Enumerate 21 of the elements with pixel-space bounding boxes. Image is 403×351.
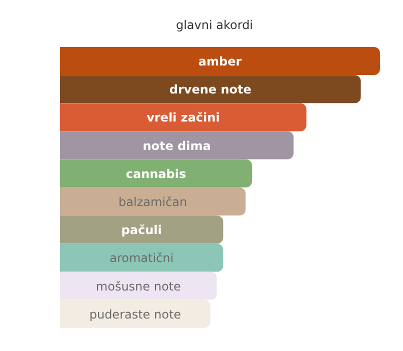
bar	[60, 103, 306, 132]
bar	[60, 159, 252, 188]
y-tick-label: balzamičan	[118, 195, 188, 209]
y-tick-label: mošusne note	[96, 279, 181, 294]
y-tick-label: amber	[198, 54, 242, 68]
bar	[60, 272, 217, 300]
bar	[60, 188, 246, 216]
y-tick-label: drvene note	[169, 82, 252, 97]
y-tick-label: vreli začini	[146, 110, 220, 125]
bar	[60, 216, 224, 244]
bar	[60, 47, 380, 75]
y-tick-label: aromatični	[110, 251, 174, 266]
bar	[60, 300, 210, 328]
y-tick-label: cannabis	[126, 166, 186, 181]
bar	[60, 75, 361, 104]
y-tick-label: puderaste note	[89, 307, 182, 322]
y-tick-label: note dima	[142, 138, 211, 153]
y-tick-label: pačuli	[121, 223, 162, 238]
bar	[60, 131, 294, 160]
chart-title: glavni akordi	[174, 17, 254, 34]
bar	[60, 244, 224, 272]
